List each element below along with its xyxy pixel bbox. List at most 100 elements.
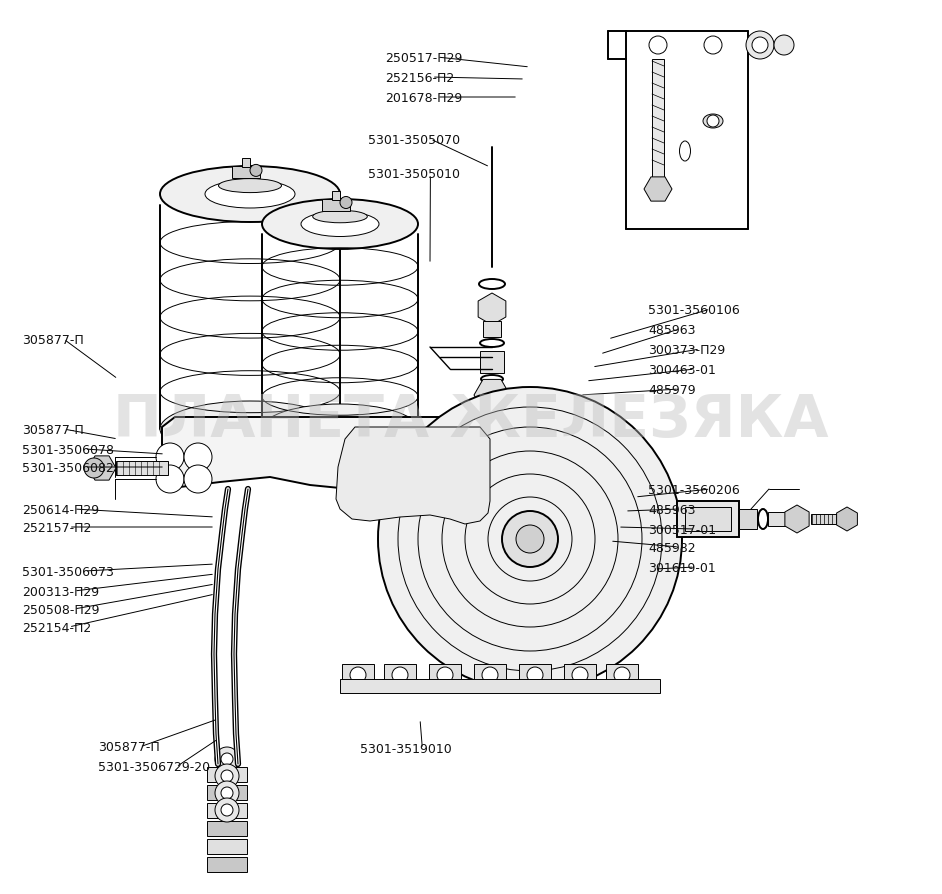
- Text: ПЛАНЕТА ЖЕЛЕЗЯКА: ПЛАНЕТА ЖЕЛЕЗЯКА: [113, 392, 829, 449]
- Bar: [207, 839, 247, 854]
- Circle shape: [482, 667, 498, 683]
- Polygon shape: [474, 380, 510, 411]
- Circle shape: [649, 37, 667, 55]
- Polygon shape: [336, 427, 490, 525]
- Text: 305877-П: 305877-П: [22, 333, 84, 346]
- Circle shape: [84, 459, 104, 478]
- Text: 201678-П29: 201678-П29: [385, 91, 463, 105]
- Text: 5301-3506078: 5301-3506078: [22, 443, 114, 456]
- Text: 305877-П: 305877-П: [22, 423, 84, 436]
- Polygon shape: [836, 508, 857, 531]
- Ellipse shape: [758, 510, 768, 529]
- Ellipse shape: [480, 340, 504, 348]
- Ellipse shape: [703, 114, 723, 129]
- Circle shape: [752, 38, 768, 54]
- Bar: [207, 803, 247, 818]
- Circle shape: [350, 667, 366, 683]
- Circle shape: [221, 787, 233, 799]
- Bar: [483, 322, 501, 338]
- Ellipse shape: [301, 212, 379, 237]
- Bar: [332, 191, 340, 200]
- Text: 485963: 485963: [648, 503, 695, 516]
- Bar: [652, 60, 664, 180]
- Ellipse shape: [160, 401, 340, 458]
- Bar: [207, 767, 247, 782]
- Circle shape: [707, 116, 719, 128]
- Text: 5301-3506082: 5301-3506082: [22, 461, 114, 474]
- Circle shape: [221, 770, 233, 782]
- Circle shape: [746, 32, 774, 60]
- Bar: [768, 512, 790, 527]
- Text: 5301-3560206: 5301-3560206: [648, 483, 739, 496]
- Text: 250614-П29: 250614-П29: [22, 503, 99, 516]
- Bar: [322, 199, 350, 211]
- Text: 5301-3506073: 5301-3506073: [22, 565, 114, 578]
- Text: 252156-П2: 252156-П2: [385, 72, 454, 84]
- Text: 5301-3505010: 5301-3505010: [368, 168, 460, 181]
- Circle shape: [221, 753, 233, 765]
- Bar: [564, 664, 596, 687]
- Ellipse shape: [160, 167, 340, 223]
- Circle shape: [184, 443, 212, 471]
- Circle shape: [378, 388, 682, 691]
- Circle shape: [704, 37, 722, 55]
- Bar: [519, 664, 551, 687]
- Ellipse shape: [481, 375, 503, 384]
- Bar: [342, 664, 374, 687]
- Circle shape: [215, 764, 239, 789]
- Text: 300463-01: 300463-01: [648, 363, 716, 376]
- Bar: [739, 510, 757, 529]
- Circle shape: [215, 747, 239, 772]
- Ellipse shape: [679, 142, 690, 162]
- Polygon shape: [479, 293, 506, 325]
- Ellipse shape: [313, 211, 367, 224]
- Text: 300373-П29: 300373-П29: [648, 343, 725, 356]
- Text: 250508-П29: 250508-П29: [22, 603, 100, 616]
- Circle shape: [614, 667, 630, 683]
- Bar: [340, 679, 660, 693]
- Circle shape: [437, 667, 453, 683]
- Text: 301619-01: 301619-01: [648, 561, 716, 574]
- Bar: [242, 159, 250, 168]
- Polygon shape: [785, 505, 809, 534]
- Text: 5301-3505070: 5301-3505070: [368, 133, 460, 147]
- Text: 485982: 485982: [648, 541, 695, 554]
- Circle shape: [392, 667, 408, 683]
- Text: 250517-П29: 250517-П29: [385, 52, 463, 64]
- Circle shape: [156, 443, 184, 471]
- Bar: [232, 167, 260, 179]
- Circle shape: [184, 466, 212, 493]
- Polygon shape: [644, 178, 672, 202]
- Ellipse shape: [262, 405, 418, 454]
- Text: 5301-3506729-20: 5301-3506729-20: [98, 761, 210, 773]
- Circle shape: [516, 526, 544, 553]
- Bar: [811, 514, 843, 525]
- Bar: [429, 664, 461, 687]
- Text: 300517-01: 300517-01: [648, 523, 716, 536]
- Circle shape: [156, 466, 184, 493]
- Text: 5301-3560106: 5301-3560106: [648, 303, 739, 316]
- Circle shape: [774, 36, 794, 56]
- Text: 485979: 485979: [648, 383, 695, 396]
- Polygon shape: [162, 417, 495, 493]
- Text: 200313-П29: 200313-П29: [22, 585, 99, 598]
- Ellipse shape: [219, 180, 282, 193]
- Circle shape: [221, 804, 233, 816]
- Bar: [207, 857, 247, 872]
- Circle shape: [215, 781, 239, 805]
- Bar: [474, 664, 506, 687]
- Polygon shape: [88, 456, 116, 481]
- Bar: [384, 664, 416, 687]
- Circle shape: [527, 667, 543, 683]
- Text: 305877-П: 305877-П: [98, 740, 160, 754]
- Bar: [685, 508, 731, 531]
- Bar: [207, 821, 247, 836]
- Ellipse shape: [262, 199, 418, 249]
- Circle shape: [572, 667, 588, 683]
- Circle shape: [340, 198, 352, 209]
- Circle shape: [250, 165, 262, 177]
- Bar: [116, 461, 168, 476]
- Text: 5301-3519010: 5301-3519010: [360, 743, 452, 755]
- Ellipse shape: [479, 280, 505, 290]
- Ellipse shape: [205, 181, 295, 209]
